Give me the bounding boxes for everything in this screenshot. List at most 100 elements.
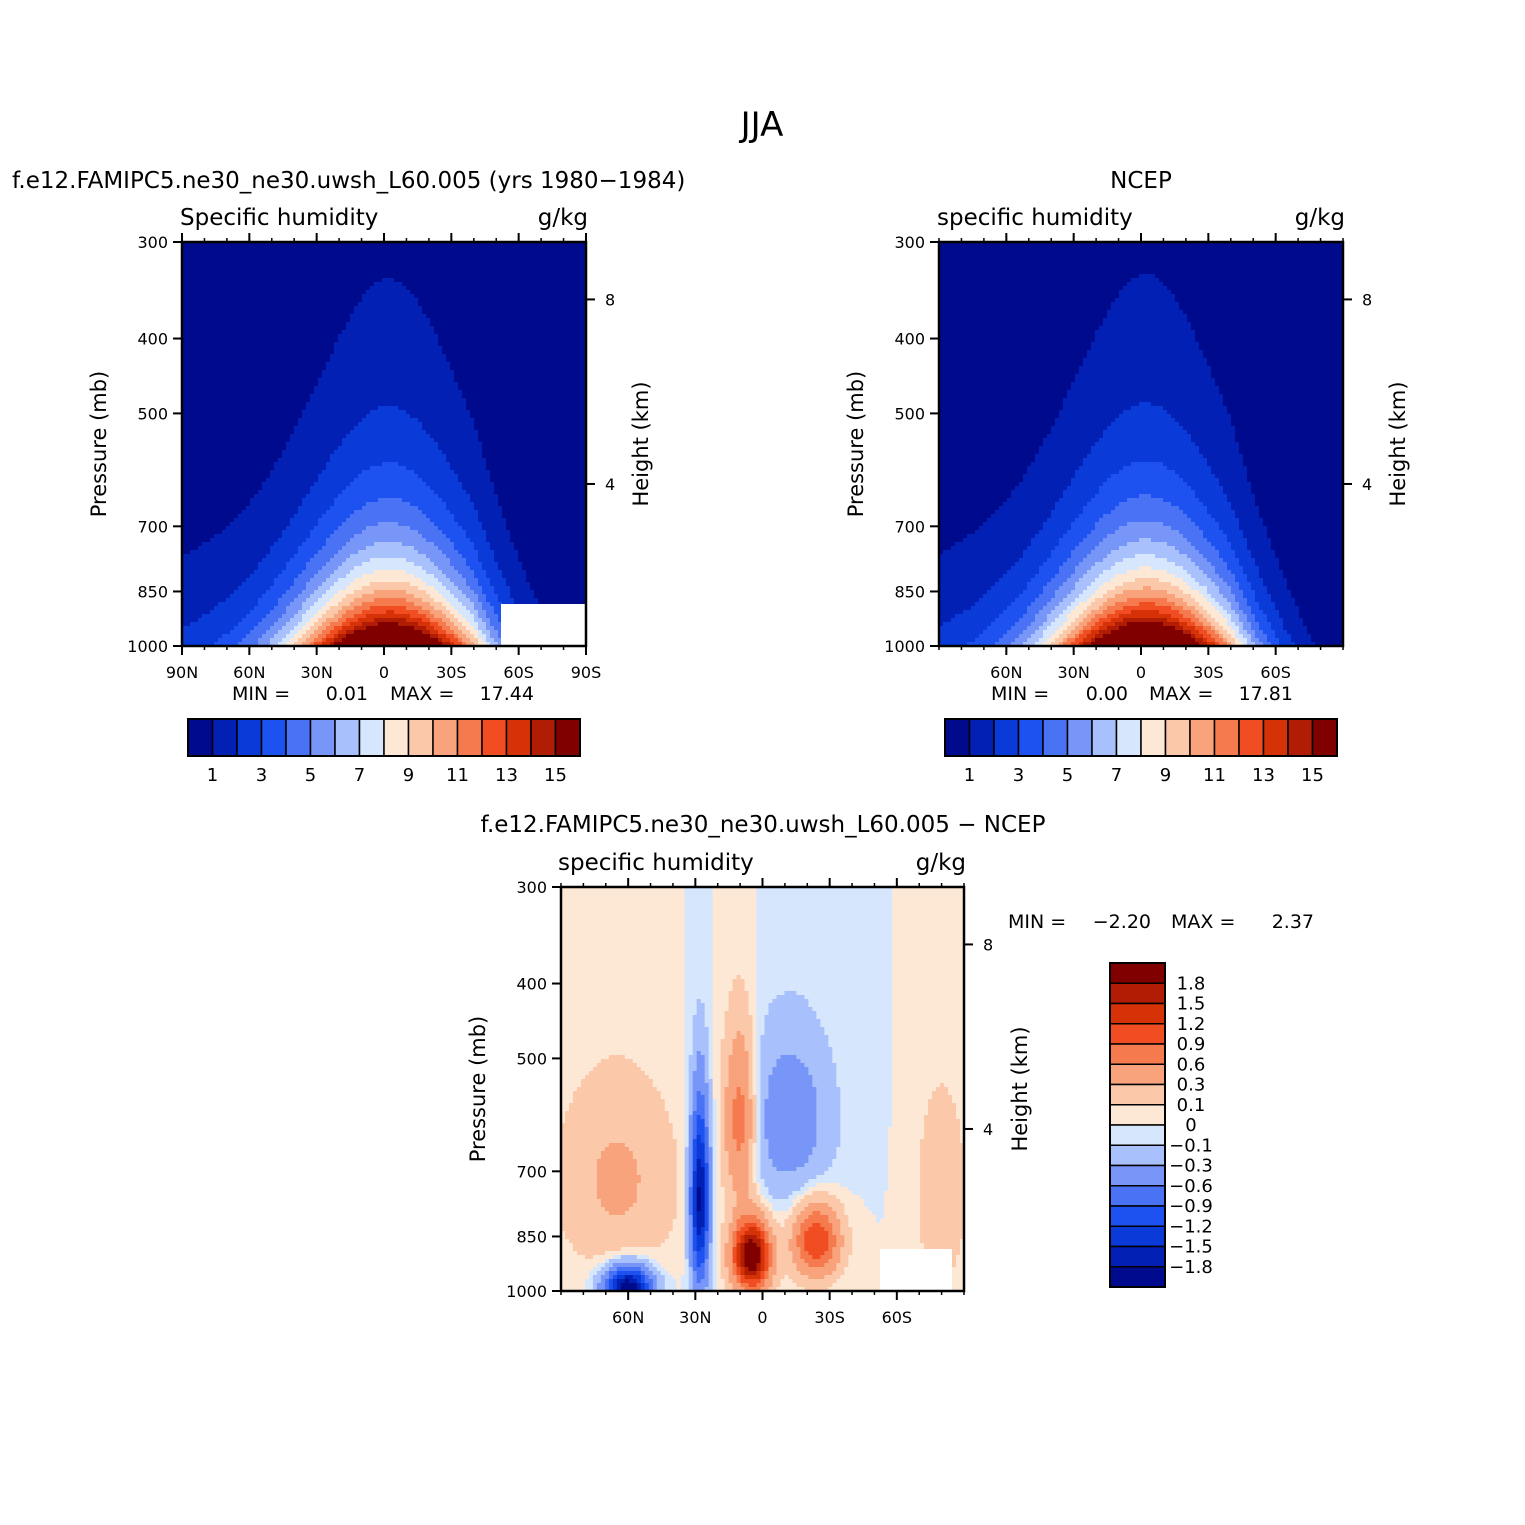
panel-obs-height-axis: 84: [1343, 290, 1372, 494]
colorbar-swatch: [507, 719, 532, 756]
y-tick-label: 850: [137, 582, 168, 601]
panel-model-colorbar: 1 3 5 7 9 11 13 15: [188, 719, 580, 786]
colorbar-swatch: [1110, 1085, 1165, 1105]
colorbar-label: −1.5: [1169, 1237, 1213, 1258]
height-tick-label: 4: [605, 475, 615, 494]
height-tick-label: 4: [1362, 475, 1372, 494]
y-tick-label: 850: [894, 582, 925, 601]
colorbar-swatch: [1110, 1267, 1165, 1287]
panel-obs-colorbar: 1 3 5 7 9 11 13 15: [945, 719, 1337, 786]
panel-model-units: g/kg: [538, 205, 588, 231]
colorbar-swatch: [1190, 719, 1215, 756]
colorbar-swatch: [237, 719, 262, 756]
colorbar-label: 0.6: [1177, 1054, 1206, 1075]
colorbar-label: 15: [544, 765, 567, 786]
colorbar-swatch: [1264, 719, 1289, 756]
colorbar-label: 1.2: [1177, 1014, 1206, 1035]
colorbar-label: 1.5: [1177, 994, 1206, 1015]
panel-diff-max-label: MAX =: [1171, 911, 1235, 933]
colorbar-swatch: [311, 719, 336, 756]
colorbar-swatch: [409, 719, 434, 756]
panel-obs-field: [939, 242, 1344, 647]
panel-model-min-value: 0.01: [326, 683, 368, 705]
panel-diff-ylabel-right: Height (km): [1008, 1026, 1032, 1151]
colorbar-swatch: [188, 719, 213, 756]
x-tick-label: 60N: [612, 1308, 644, 1327]
y-tick-label: 300: [137, 233, 168, 252]
colorbar-swatch: [1043, 719, 1068, 756]
height-tick-label: 8: [983, 935, 993, 954]
panel-obs-min-value: 0.00: [1086, 683, 1128, 705]
panel-diff-ylabel: Pressure (mb): [466, 1016, 490, 1163]
panel-obs-ylabel-right: Height (km): [1386, 381, 1410, 506]
x-tick-label: 0: [1136, 663, 1146, 682]
panel-diff-height-axis: 84: [964, 935, 993, 1139]
colorbar-label: −0.6: [1169, 1176, 1213, 1197]
colorbar-swatch: [556, 719, 581, 756]
colorbar-swatch: [1110, 1125, 1165, 1145]
colorbar-swatch: [1019, 719, 1044, 756]
panel-model-title: f.e12.FAMIPC5.ne30_ne30.uwsh_L60.005 (yr…: [12, 168, 685, 194]
colorbar-label: 1.8: [1177, 973, 1206, 994]
y-tick-label: 700: [894, 517, 925, 536]
colorbar-label: −0.1: [1169, 1135, 1213, 1156]
figure-title: JJA: [739, 105, 784, 145]
colorbar-label: 0.9: [1177, 1034, 1206, 1055]
colorbar-label: −1.2: [1169, 1216, 1213, 1237]
colorbar-swatch: [1110, 1186, 1165, 1206]
x-tick-label: 60N: [990, 663, 1022, 682]
panel-model-left-label: Specific humidity: [180, 205, 378, 231]
colorbar-swatch: [1313, 719, 1338, 756]
colorbar-label: 0.1: [1177, 1095, 1206, 1116]
colorbar-swatch: [1092, 719, 1117, 756]
colorbar-swatch: [286, 719, 311, 756]
colorbar-swatch: [1110, 1004, 1165, 1024]
colorbar-label: −0.3: [1169, 1156, 1213, 1177]
colorbar-swatch: [335, 719, 360, 756]
colorbar-label: −1.8: [1169, 1257, 1213, 1278]
x-tick-label: 30N: [1058, 663, 1090, 682]
panel-diff-min-value: −2.20: [1093, 911, 1151, 933]
y-tick-label: 400: [137, 330, 168, 349]
x-tick-label: 0: [757, 1308, 767, 1327]
y-tick-label: 1000: [884, 637, 925, 656]
colorbar-swatch: [531, 719, 556, 756]
panel-diff-field: [561, 887, 965, 1292]
colorbar-label: 5: [1062, 765, 1073, 786]
y-tick-label: 500: [516, 1049, 547, 1068]
colorbar-label: 3: [256, 765, 267, 786]
colorbar-swatch: [1110, 963, 1165, 983]
panel-model-field: [182, 242, 587, 647]
colorbar-label: 1: [964, 765, 975, 786]
colorbar-label: 0.3: [1177, 1075, 1206, 1096]
colorbar-label: 11: [1203, 765, 1226, 786]
panel-obs-ylabel: Pressure (mb): [844, 371, 868, 518]
colorbar-label: 5: [305, 765, 316, 786]
colorbar-swatch: [1215, 719, 1240, 756]
colorbar-swatch: [1110, 1145, 1165, 1165]
colorbar-swatch: [1239, 719, 1264, 756]
panel-obs-max-label: MAX =: [1149, 683, 1213, 705]
panel-model: f.e12.FAMIPC5.ne30_ne30.uwsh_L60.005 (yr…: [12, 168, 685, 786]
x-tick-label: 60S: [882, 1308, 913, 1327]
panel-obs-min-label: MIN =: [991, 683, 1049, 705]
panel-model-height-axis: 84: [586, 290, 615, 494]
colorbar-swatch: [433, 719, 458, 756]
height-tick-label: 4: [983, 1120, 993, 1139]
y-tick-label: 500: [137, 404, 168, 423]
panel-diff-units: g/kg: [916, 850, 966, 876]
colorbar-swatch: [1110, 983, 1165, 1003]
colorbar-swatch: [1110, 1105, 1165, 1125]
x-tick-label: 30S: [1193, 663, 1224, 682]
colorbar-label: 7: [1111, 765, 1122, 786]
y-tick-label: 500: [894, 404, 925, 423]
y-tick-label: 700: [137, 517, 168, 536]
colorbar-swatch: [360, 719, 385, 756]
panel-diff-max-value: 2.37: [1272, 911, 1314, 933]
x-tick-label: 30N: [301, 663, 333, 682]
x-tick-label: 60N: [233, 663, 265, 682]
panel-diff-colorbar: 1.81.51.20.90.60.30.10−0.1−0.3−0.6−0.9−1…: [1110, 963, 1213, 1287]
